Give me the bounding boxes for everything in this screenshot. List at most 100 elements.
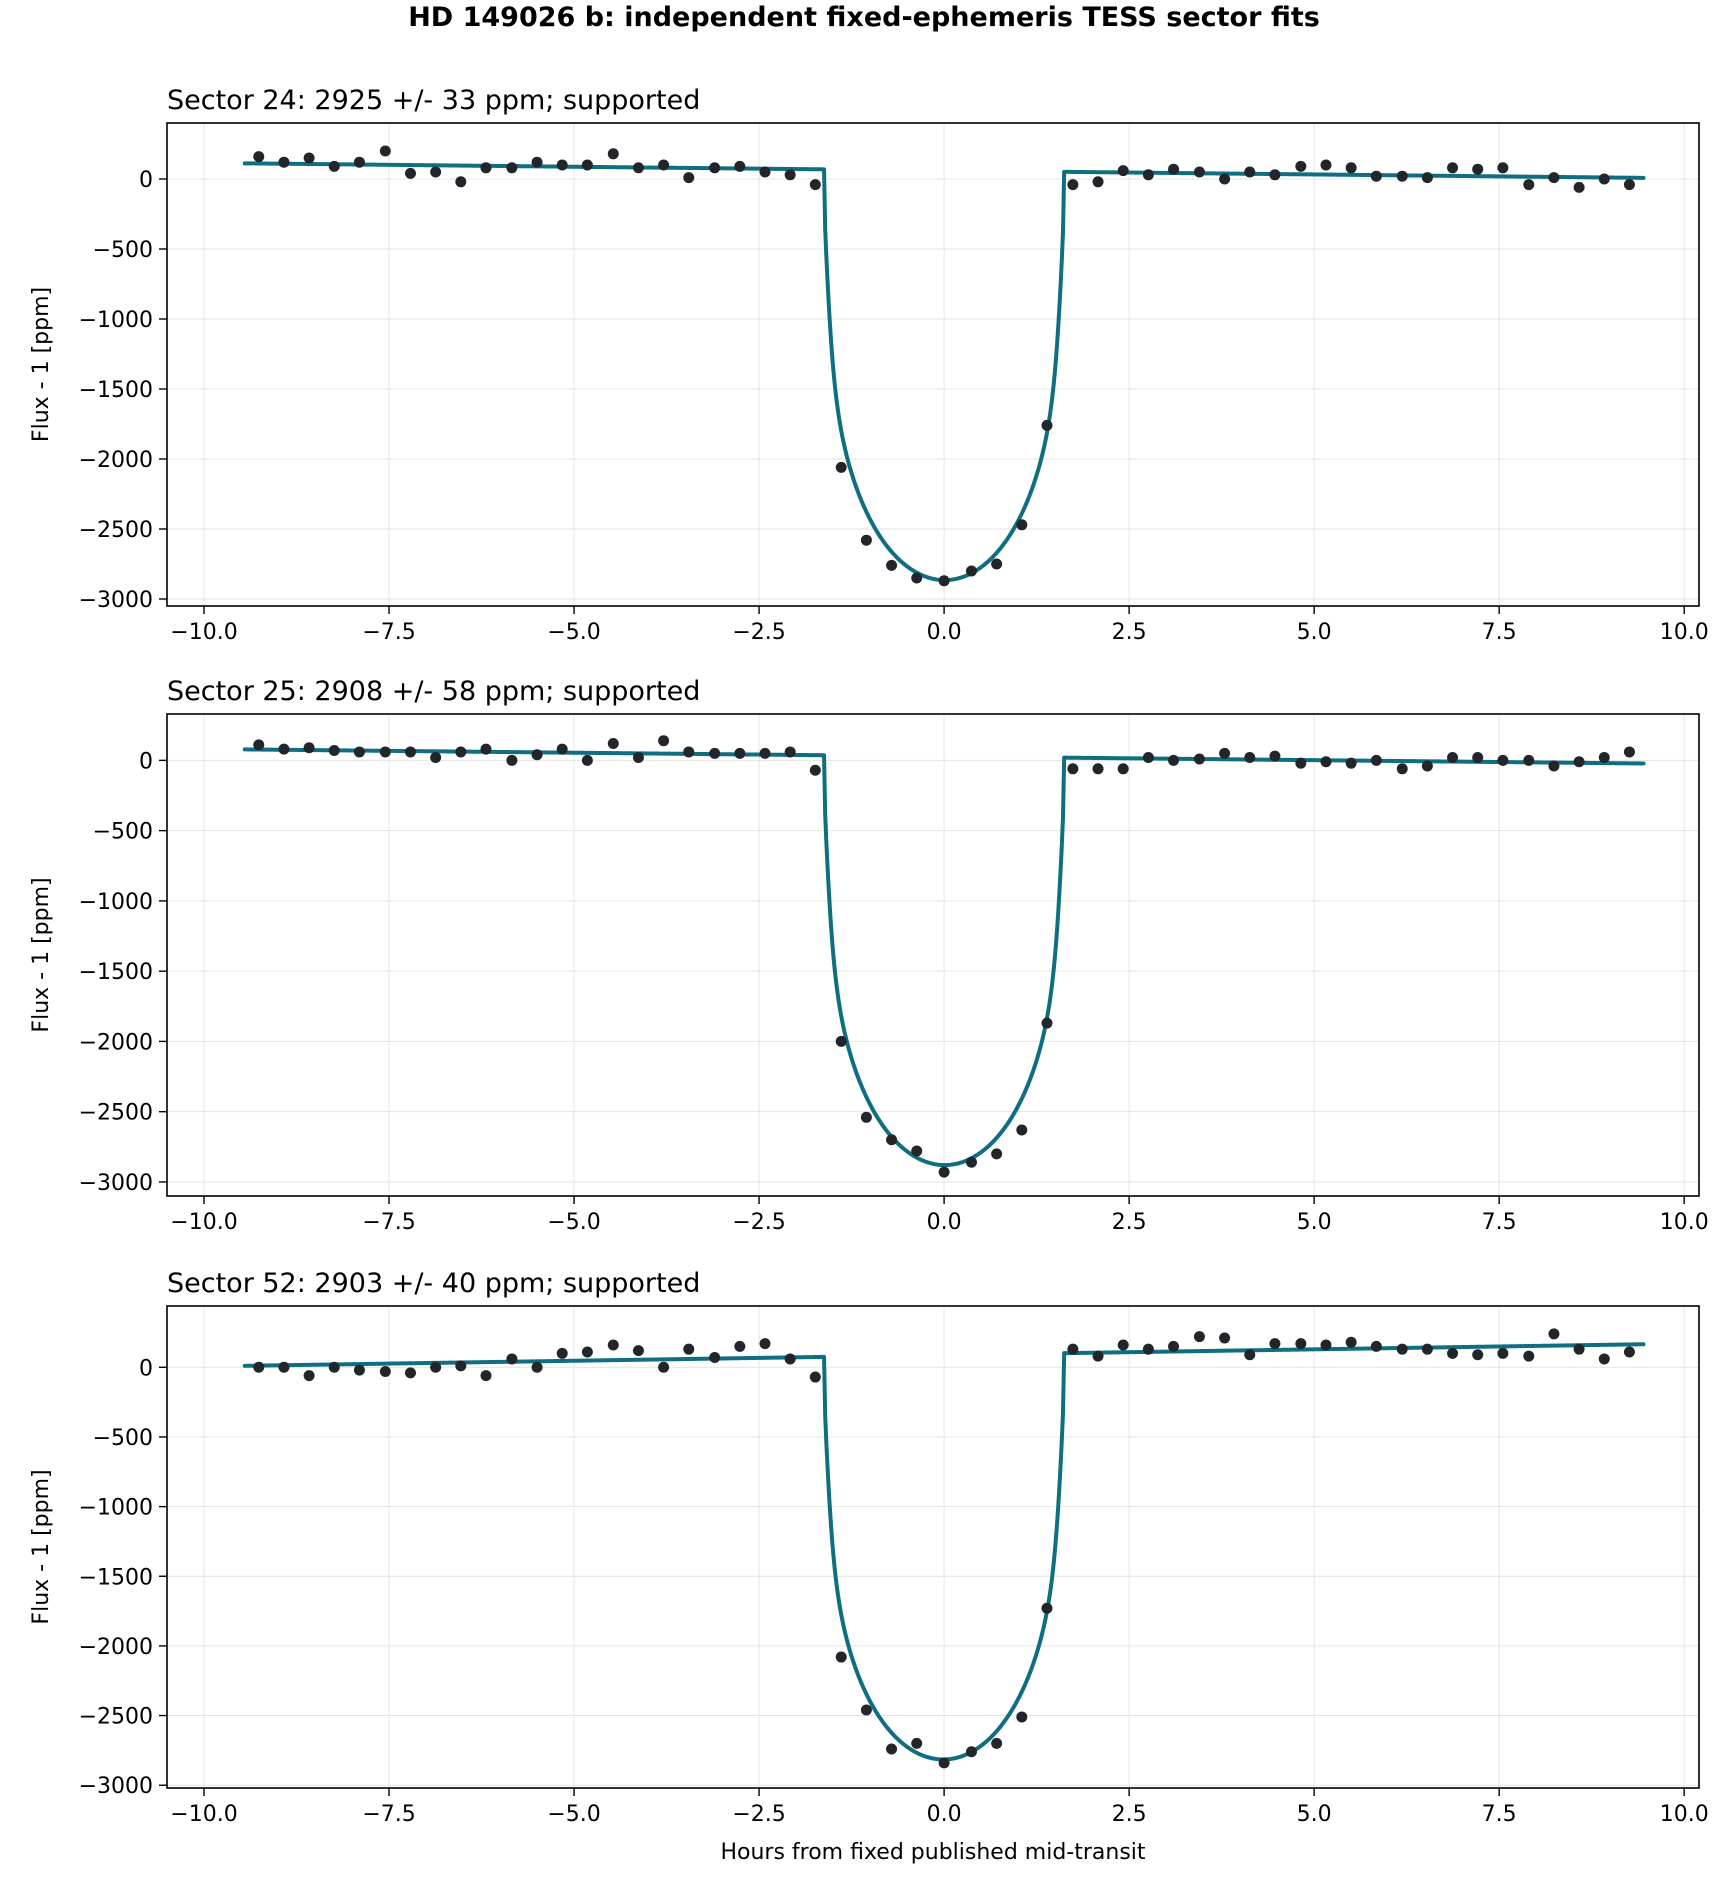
- data-point: [1219, 747, 1231, 759]
- y-tick-label: −1500: [79, 378, 153, 403]
- data-point: [886, 1743, 898, 1755]
- x-axis-label: Hours from fixed published mid-transit: [720, 1840, 1145, 1865]
- data-point: [1193, 753, 1205, 765]
- data-point: [1193, 166, 1205, 178]
- data-point: [353, 1364, 365, 1376]
- data-point: [1092, 1350, 1104, 1362]
- data-point: [506, 754, 518, 766]
- plot-frame: [166, 1305, 1700, 1789]
- data-point: [1370, 754, 1382, 766]
- x-tick-label: 7.5: [1482, 1802, 1517, 1827]
- data-point: [965, 1746, 977, 1758]
- x-tick-label: −7.5: [362, 620, 415, 645]
- data-point: [556, 159, 568, 171]
- x-tick-label: 0.0: [927, 1210, 962, 1235]
- data-point: [278, 743, 290, 755]
- data-point: [632, 1345, 644, 1357]
- data-point: [1016, 519, 1028, 531]
- data-point: [455, 1360, 467, 1372]
- data-point: [1447, 162, 1459, 174]
- x-tick-label: −10.0: [170, 620, 237, 645]
- data-point: [658, 159, 670, 171]
- data-point: [1067, 1343, 1079, 1355]
- data-point: [1472, 163, 1484, 175]
- data-point: [938, 1166, 950, 1178]
- x-tick-label: 0.0: [927, 1802, 962, 1827]
- data-point: [759, 1338, 771, 1350]
- data-point: [911, 572, 923, 584]
- data-point: [253, 151, 265, 163]
- x-tick-label: −2.5: [732, 1802, 785, 1827]
- data-point: [404, 1367, 416, 1379]
- y-tick-label: −500: [93, 238, 153, 263]
- data-point: [911, 1145, 923, 1157]
- data-point: [455, 746, 467, 758]
- data-point: [1142, 752, 1154, 764]
- data-point: [1117, 1339, 1129, 1351]
- x-tick-label: 5.0: [1297, 1802, 1332, 1827]
- x-tick-label: −10.0: [170, 1802, 237, 1827]
- x-tick-label: −5.0: [547, 1210, 600, 1235]
- y-tick-label: −1000: [79, 308, 153, 333]
- x-tick-label: 5.0: [1297, 620, 1332, 645]
- data-point: [759, 166, 771, 178]
- data-point: [531, 156, 543, 168]
- x-tick-label: −7.5: [362, 1210, 415, 1235]
- data-point: [607, 148, 619, 160]
- data-point: [1523, 179, 1535, 191]
- data-point: [709, 1352, 721, 1364]
- data-point: [1269, 750, 1281, 762]
- x-tick-label: 7.5: [1482, 620, 1517, 645]
- x-tick-label: 10.0: [1660, 1210, 1709, 1235]
- data-point: [886, 1134, 898, 1146]
- data-point: [278, 156, 290, 168]
- data-point: [1396, 170, 1408, 182]
- y-tick-label: −3000: [79, 588, 153, 613]
- data-point: [1193, 1331, 1205, 1343]
- data-point: [581, 754, 593, 766]
- data-point: [860, 1111, 872, 1123]
- data-point: [1219, 173, 1231, 185]
- data-point: [1244, 166, 1256, 178]
- y-axis-label: Flux - 1 [ppm]: [29, 1469, 54, 1624]
- plot-frame: [166, 122, 1700, 607]
- x-tick-label: −10.0: [170, 1210, 237, 1235]
- panel-title: Sector 52: 2903 +/- 40 ppm; supported: [167, 1268, 700, 1299]
- data-point: [1142, 169, 1154, 181]
- data-point: [784, 169, 796, 181]
- data-point: [1117, 165, 1129, 177]
- data-point: [1598, 752, 1610, 764]
- data-point: [1041, 419, 1053, 431]
- data-point: [1573, 1343, 1585, 1355]
- data-point: [1244, 752, 1256, 764]
- y-tick-label: −2500: [79, 1705, 153, 1730]
- data-point: [1370, 1340, 1382, 1352]
- data-point: [430, 1361, 442, 1373]
- data-point: [379, 1365, 391, 1377]
- data-point: [1548, 172, 1560, 184]
- data-point: [328, 1361, 340, 1373]
- y-tick-label: 0: [139, 168, 153, 193]
- data-point: [1295, 1338, 1307, 1350]
- data-point: [734, 747, 746, 759]
- y-tick-label: −1000: [79, 890, 153, 915]
- data-point: [1219, 1332, 1231, 1344]
- data-point: [1295, 160, 1307, 172]
- data-point: [1523, 1350, 1535, 1362]
- data-point: [938, 1757, 950, 1769]
- data-point: [991, 1737, 1003, 1749]
- data-point: [1345, 162, 1357, 174]
- data-point: [353, 156, 365, 168]
- data-point: [303, 1370, 315, 1382]
- data-point: [1320, 159, 1332, 171]
- data-point: [506, 162, 518, 174]
- data-point: [911, 1737, 923, 1749]
- data-point: [860, 1704, 872, 1716]
- data-point: [886, 559, 898, 571]
- data-point: [938, 575, 950, 587]
- panel-sector-24: −10.0 −7.5 −5.0 −2.5 0.0 2.5 5.0 7.5 10.0 0 −500 −1…: [29, 85, 1709, 645]
- data-point: [809, 179, 821, 191]
- y-tick-label: −2000: [79, 448, 153, 473]
- data-point: [1117, 763, 1129, 775]
